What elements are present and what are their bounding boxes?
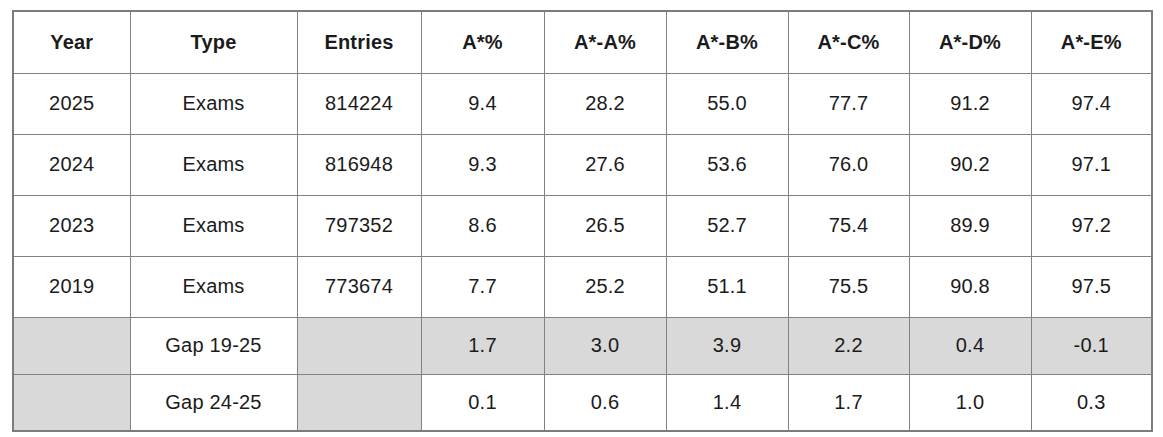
header-cell-astar-a: A*-A%: [544, 11, 666, 73]
cell-value: 0.1: [421, 374, 544, 431]
cell-value: 52.7: [666, 195, 788, 256]
cell-value: 0.6: [544, 374, 666, 431]
cell-value: 25.2: [544, 256, 666, 317]
cell-year: 2019: [13, 256, 130, 317]
cell-year: 2025: [13, 73, 130, 134]
cell-value: 75.4: [788, 195, 909, 256]
cell-value: 97.2: [1031, 195, 1152, 256]
cell-entries-blank: [297, 317, 421, 374]
cell-value: 1.7: [788, 374, 909, 431]
header-cell-astar-e: A*-E%: [1031, 11, 1152, 73]
header-cell-type: Type: [130, 11, 297, 73]
cell-value: 97.1: [1031, 134, 1152, 195]
cell-value: 1.7: [421, 317, 544, 374]
cell-value: 0.3: [1031, 374, 1152, 431]
header-cell-astar-b: A*-B%: [666, 11, 788, 73]
cell-value: 28.2: [544, 73, 666, 134]
cell-value: 51.1: [666, 256, 788, 317]
cell-value: 9.3: [421, 134, 544, 195]
cell-entries: 773674: [297, 256, 421, 317]
cell-value: 97.5: [1031, 256, 1152, 317]
cell-year-blank: [13, 374, 130, 431]
header-cell-astar: A*%: [421, 11, 544, 73]
cell-type: Exams: [130, 134, 297, 195]
cell-value: 75.5: [788, 256, 909, 317]
cell-value: 55.0: [666, 73, 788, 134]
row-gap-24-25: Gap 24-25 0.1 0.6 1.4 1.7 1.0 0.3: [13, 374, 1152, 431]
cell-value: 3.0: [544, 317, 666, 374]
cell-value: 26.5: [544, 195, 666, 256]
cell-year-blank: [13, 317, 130, 374]
results-table: Year Type Entries A*% A*-A% A*-B% A*-C% …: [12, 10, 1153, 432]
cell-value: 3.9: [666, 317, 788, 374]
cell-value: 77.7: [788, 73, 909, 134]
cell-value: 2.2: [788, 317, 909, 374]
cell-value: 0.4: [909, 317, 1031, 374]
cell-value: 27.6: [544, 134, 666, 195]
cell-type: Gap 24-25: [130, 374, 297, 431]
cell-value: 89.9: [909, 195, 1031, 256]
cell-type: Gap 19-25: [130, 317, 297, 374]
cell-value: 97.4: [1031, 73, 1152, 134]
page: Year Type Entries A*% A*-A% A*-B% A*-C% …: [0, 0, 1163, 437]
cell-type: Exams: [130, 73, 297, 134]
cell-value: 9.4: [421, 73, 544, 134]
cell-value: 53.6: [666, 134, 788, 195]
header-cell-astar-c: A*-C%: [788, 11, 909, 73]
cell-value: 90.2: [909, 134, 1031, 195]
cell-entries: 814224: [297, 73, 421, 134]
row-2019: 2019 Exams 773674 7.7 25.2 51.1 75.5 90.…: [13, 256, 1152, 317]
header-cell-entries: Entries: [297, 11, 421, 73]
cell-value: 91.2: [909, 73, 1031, 134]
cell-year: 2023: [13, 195, 130, 256]
cell-value: 8.6: [421, 195, 544, 256]
row-2025: 2025 Exams 814224 9.4 28.2 55.0 77.7 91.…: [13, 73, 1152, 134]
cell-value: -0.1: [1031, 317, 1152, 374]
cell-entries: 816948: [297, 134, 421, 195]
cell-value: 90.8: [909, 256, 1031, 317]
cell-value: 1.4: [666, 374, 788, 431]
cell-type: Exams: [130, 195, 297, 256]
cell-year: 2024: [13, 134, 130, 195]
header-cell-astar-d: A*-D%: [909, 11, 1031, 73]
cell-value: 1.0: [909, 374, 1031, 431]
cell-entries-blank: [297, 374, 421, 431]
header-row: Year Type Entries A*% A*-A% A*-B% A*-C% …: [13, 11, 1152, 73]
cell-entries: 797352: [297, 195, 421, 256]
cell-value: 7.7: [421, 256, 544, 317]
header-cell-year: Year: [13, 11, 130, 73]
cell-type: Exams: [130, 256, 297, 317]
row-2023: 2023 Exams 797352 8.6 26.5 52.7 75.4 89.…: [13, 195, 1152, 256]
cell-value: 76.0: [788, 134, 909, 195]
row-2024: 2024 Exams 816948 9.3 27.6 53.6 76.0 90.…: [13, 134, 1152, 195]
row-gap-19-25: Gap 19-25 1.7 3.0 3.9 2.2 0.4 -0.1: [13, 317, 1152, 374]
